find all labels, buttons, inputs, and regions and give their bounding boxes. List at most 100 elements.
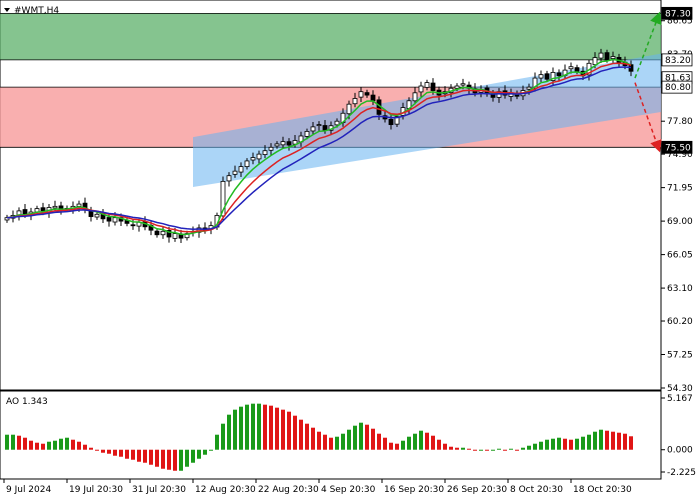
candle[interactable] [412,87,418,105]
ao-bar [233,409,237,450]
candle-body [556,72,562,77]
price-level-tag [661,6,693,20]
candle[interactable] [418,81,424,97]
ao-bar [407,436,411,450]
candle-body [364,92,370,96]
candle[interactable] [154,228,160,238]
ao-bar [521,447,525,450]
ao-bar [131,449,135,460]
candle[interactable] [310,122,316,136]
candle-body [88,210,94,217]
ao-bar [47,441,51,450]
ao-bar [245,404,249,450]
ao-bar [251,403,255,450]
candle[interactable] [424,79,430,91]
candle[interactable] [304,128,310,140]
ao-bar [587,434,591,450]
ao-bar [293,415,297,450]
ao-bar [329,437,333,450]
candle[interactable] [316,121,322,132]
candle[interactable] [598,48,604,63]
candle[interactable] [280,136,286,150]
candle[interactable] [358,87,364,103]
ao-bar [5,434,9,450]
candle[interactable] [352,92,358,108]
ao-bar [125,449,129,459]
ao-bar [551,438,555,450]
price-level-label: 87.30 [665,9,691,19]
dropdown-triangle-icon[interactable] [4,8,10,12]
candle[interactable] [538,70,544,83]
ao-bar [101,449,105,453]
price-panel[interactable] [0,0,700,391]
ao-bar [629,436,633,450]
candle-body [322,125,328,131]
candle-body [52,205,58,209]
candle-body [22,209,28,215]
candle[interactable] [160,226,166,239]
candle-body [388,118,394,126]
candle-body [268,146,274,151]
ao-panel[interactable] [0,390,662,480]
ao-bar [299,419,303,450]
candle[interactable] [232,165,238,178]
price-level-tag [661,140,693,154]
candle-body [610,56,616,59]
candle[interactable] [556,69,562,82]
candle[interactable] [286,138,292,151]
candle-body [334,120,340,126]
candle-body [130,224,136,227]
ao-bar [11,434,15,450]
ao-bar [257,403,261,450]
ao-bar [17,435,21,450]
candle[interactable] [268,143,274,156]
ao-bar [539,441,543,450]
price-tick-label: 74.90 [667,150,693,160]
candle[interactable] [256,150,262,165]
candle-body [592,57,598,66]
candle[interactable] [238,162,244,177]
candle-body [358,91,364,98]
ao-bar [479,449,483,451]
ao-bar [341,433,345,450]
candle[interactable] [364,89,370,98]
candle-body [286,141,292,146]
candle-body [256,153,262,160]
candle-body [526,86,532,90]
ao-bar [599,429,603,450]
ao-bar [179,449,183,471]
candle-body [154,230,160,236]
symbol-header[interactable]: #WMT,H4 [4,6,59,16]
candle-body [292,140,298,145]
candle-body [604,52,610,61]
time-tick-label: 16 Sep 20:30 [384,485,444,495]
candle[interactable] [166,226,172,243]
ao-bar [143,449,147,463]
candle[interactable] [274,141,280,149]
candle[interactable] [250,152,256,165]
candle[interactable] [610,51,616,63]
ao-bar [59,438,63,450]
candle[interactable] [544,70,550,83]
candle[interactable] [226,172,232,187]
time-tick-label: 9 Jul 2024 [6,485,51,495]
ao-panel-frame [0,390,662,480]
candle[interactable] [94,211,100,220]
candle[interactable] [220,176,226,221]
candle-body [166,230,172,238]
ao-bar [23,437,27,450]
ao-bar [617,432,621,450]
ao-bar [203,449,207,455]
candle-body [40,207,46,212]
price-level-tag [661,80,693,94]
candle[interactable] [244,158,250,170]
candle[interactable] [4,214,10,223]
ao-bar [353,425,357,450]
candle[interactable] [262,145,268,159]
ao-axis: 5.167 0.000 -2.225 [661,394,696,478]
ao-bar [167,449,171,470]
ao-tick-label: 5.167 [667,394,693,404]
ao-bar [83,444,87,450]
